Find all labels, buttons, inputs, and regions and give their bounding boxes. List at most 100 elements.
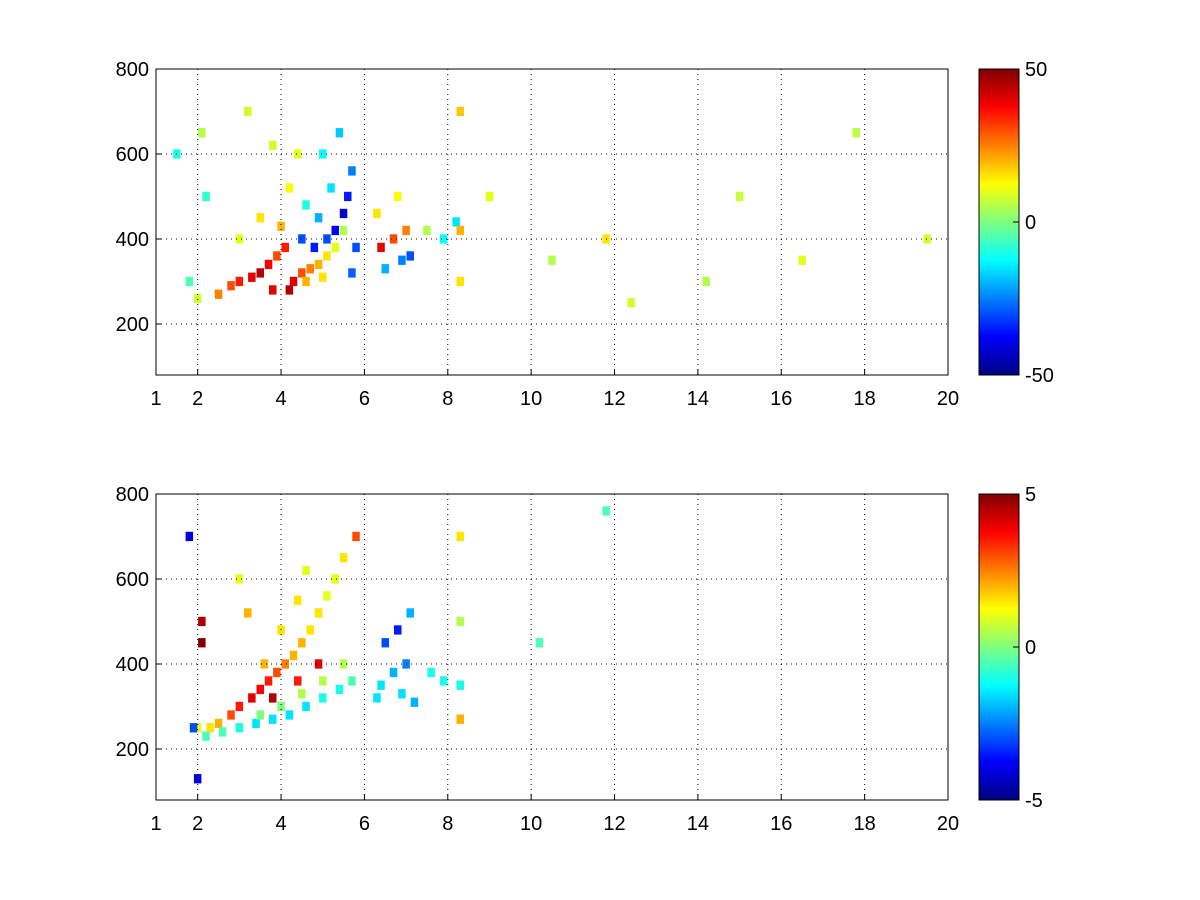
bottom-heatmap-cell (235, 701, 244, 712)
top-heatmap-cell (352, 242, 360, 253)
bottom-y-tick-label: 400 (116, 654, 149, 676)
top-heatmap-cell (235, 276, 244, 287)
bottom-x-tick-label: 4 (275, 813, 286, 835)
top-heatmap-cells (173, 106, 931, 308)
bottom-heatmap-cell (252, 718, 260, 729)
top-heatmap-cell (281, 242, 289, 253)
bottom-heatmap-axes-frame (155, 493, 949, 801)
bottom-heatmap-cell (185, 531, 194, 542)
top-heatmap-cell (377, 242, 385, 253)
top-heatmap-y-ticks: 200 400 600 800 (116, 59, 162, 336)
top-heatmap-cell (264, 259, 273, 270)
top-heatmap-cell (244, 106, 252, 117)
top-heatmap-cell (319, 272, 327, 282)
top-x-tick-label: 8 (442, 388, 453, 410)
top-heatmap-axes-frame (155, 68, 949, 376)
top-heatmap-cell (348, 268, 356, 278)
top-x-tick-label: 6 (359, 388, 370, 410)
bottom-colorbar: 5 0 -5 (978, 484, 1043, 812)
bottom-x-tick-label: 14 (687, 813, 709, 835)
top-heatmap-cell (256, 213, 264, 223)
bottom-heatmap-cell (456, 680, 464, 690)
top-x-tick-label: 1 (150, 388, 161, 410)
bottom-y-tick-label: 200 (116, 739, 149, 761)
bottom-heatmap-cell (352, 531, 360, 542)
top-heatmap-cell (310, 242, 319, 253)
top-heatmap-cell (402, 225, 410, 236)
bottom-heatmap-cell (377, 680, 385, 690)
bottom-heatmap-cell (456, 616, 464, 627)
top-heatmap-cell (423, 225, 431, 236)
bottom-heatmap-cell (198, 616, 206, 627)
bottom-heatmap-cell (198, 638, 206, 648)
bottom-heatmap-cell (331, 574, 339, 584)
bottom-heatmap-cell (535, 638, 544, 648)
bottom-heatmap-cell (269, 693, 277, 703)
top-x-tick-label: 10 (520, 388, 542, 410)
bottom-heatmap-cell (410, 697, 419, 707)
bottom-heatmap-cell (289, 650, 298, 661)
top-heatmap-cell (394, 191, 402, 202)
top-heatmap-cell (331, 225, 339, 236)
bottom-heatmap-cell (439, 676, 448, 686)
bottom-heatmap-cell (285, 710, 294, 720)
top-heatmap-grid (156, 69, 948, 375)
top-heatmap-x-ticks: 1 2 4 6 8 10 12 14 16 18 20 (150, 369, 959, 410)
top-heatmap-cell (702, 276, 710, 287)
bottom-heatmap-cell (314, 608, 323, 618)
bottom-heatmap-cell (373, 693, 381, 703)
bottom-heatmap-cell (389, 667, 398, 678)
bottom-heatmap-cell (298, 638, 306, 648)
top-x-tick-label: 12 (603, 388, 625, 410)
top-heatmap-cell (185, 276, 194, 287)
bottom-heatmap-cell (256, 710, 264, 720)
top-colorbar: 50 0 -50 (978, 59, 1054, 387)
bottom-x-tick-label: 16 (770, 813, 792, 835)
bottom-heatmap-cell (281, 659, 289, 669)
top-heatmap-cell (314, 213, 323, 223)
bottom-heatmap-cell (602, 506, 610, 516)
bottom-x-tick-label: 8 (442, 813, 453, 835)
bottom-heatmap-cell (456, 531, 464, 542)
bottom-heatmap-y-ticks: 200 400 600 800 (116, 484, 162, 761)
top-heatmap-cell (452, 217, 460, 227)
bottom-heatmap-cell (339, 553, 348, 563)
bottom-heatmap-cell (319, 693, 327, 703)
bottom-colorbar-gradient (978, 493, 1020, 801)
top-x-tick-label: 14 (687, 388, 709, 410)
top-heatmap-cell (193, 293, 202, 304)
bottom-heatmap-cell (314, 659, 323, 669)
bottom-heatmap-cell (273, 667, 281, 678)
top-heatmap-cell (923, 234, 931, 244)
top-heatmap-cell (389, 234, 398, 244)
top-heatmap-cell (456, 276, 464, 287)
top-heatmap-cell (319, 149, 327, 159)
top-colorbar-tick-label: -50 (1025, 365, 1054, 387)
bottom-heatmap-cell (235, 723, 244, 733)
top-heatmap-cell (456, 225, 464, 236)
bottom-heatmap-cell (302, 701, 310, 712)
top-y-tick-label: 600 (116, 144, 149, 166)
bottom-x-tick-label: 6 (359, 813, 370, 835)
bottom-heatmap-cell (339, 659, 348, 669)
top-heatmap-cell (302, 276, 310, 287)
top-colorbar-ticks: 50 0 -50 (1013, 59, 1054, 387)
top-heatmap-cell (269, 140, 277, 151)
top-heatmap-cell (235, 234, 244, 244)
bottom-y-tick-label: 600 (116, 569, 149, 591)
top-heatmap-cell (335, 128, 344, 138)
bottom-heatmap-cells (185, 506, 610, 784)
top-heatmap-cell (285, 285, 294, 295)
bottom-x-tick-label: 20 (937, 813, 959, 835)
top-heatmap-cell (314, 259, 323, 270)
top-y-tick-label: 400 (116, 229, 149, 251)
top-heatmap-cell (381, 264, 389, 274)
bottom-heatmap-cell (218, 727, 227, 737)
bottom-heatmap-cell (298, 689, 306, 699)
top-x-tick-label: 2 (192, 388, 203, 410)
top-heatmap-cell (406, 251, 414, 261)
bottom-x-tick-label: 18 (854, 813, 876, 835)
bottom-heatmap-cell (277, 701, 285, 712)
bottom-heatmap-cell (193, 723, 202, 733)
